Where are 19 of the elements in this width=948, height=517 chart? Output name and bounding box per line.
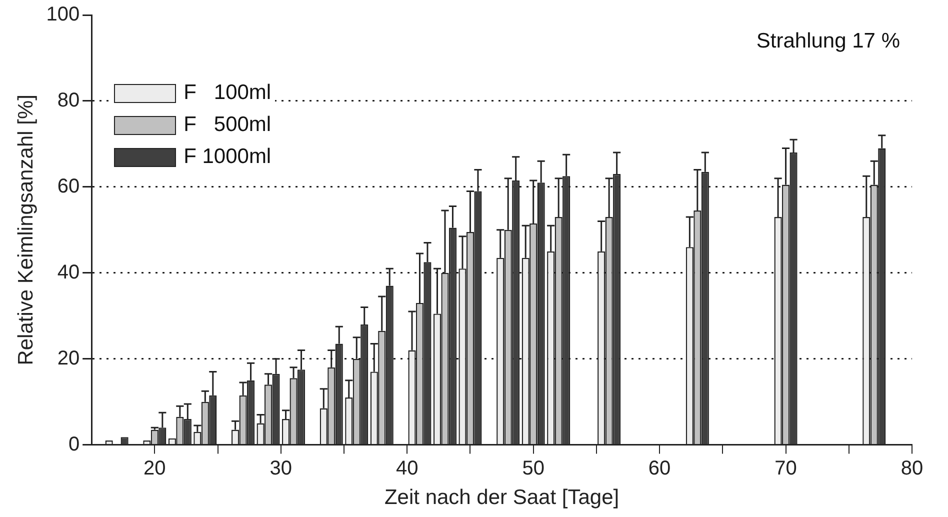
y-tick-label: 80 xyxy=(57,89,80,112)
y-tick-label: 40 xyxy=(57,261,80,284)
annotation: Strahlung 17 % xyxy=(756,29,900,52)
y-tick-label: 60 xyxy=(57,175,80,198)
x-tick-label: 60 xyxy=(648,457,671,480)
x-tick-label: 40 xyxy=(396,457,418,480)
x-tick-label: 80 xyxy=(900,457,924,480)
legend-label: F 500ml xyxy=(184,113,272,137)
x-tick-label: 20 xyxy=(144,457,166,480)
legend-label: F 1000ml xyxy=(184,145,272,169)
y-tick-label: 20 xyxy=(57,347,80,370)
x-tick-label: 70 xyxy=(774,457,797,480)
x-tick-label: 50 xyxy=(522,457,544,480)
y-tick-label: 0 xyxy=(68,433,80,456)
y-tick-label: 100 xyxy=(46,4,80,26)
legend-label: F 100ml xyxy=(184,81,272,105)
x-tick-label: 30 xyxy=(270,457,292,480)
x-axis-title: Zeit nach der Saat [Tage] xyxy=(384,486,620,510)
y-axis-title: Relative Keimlingsanzahl [%] xyxy=(14,94,38,366)
